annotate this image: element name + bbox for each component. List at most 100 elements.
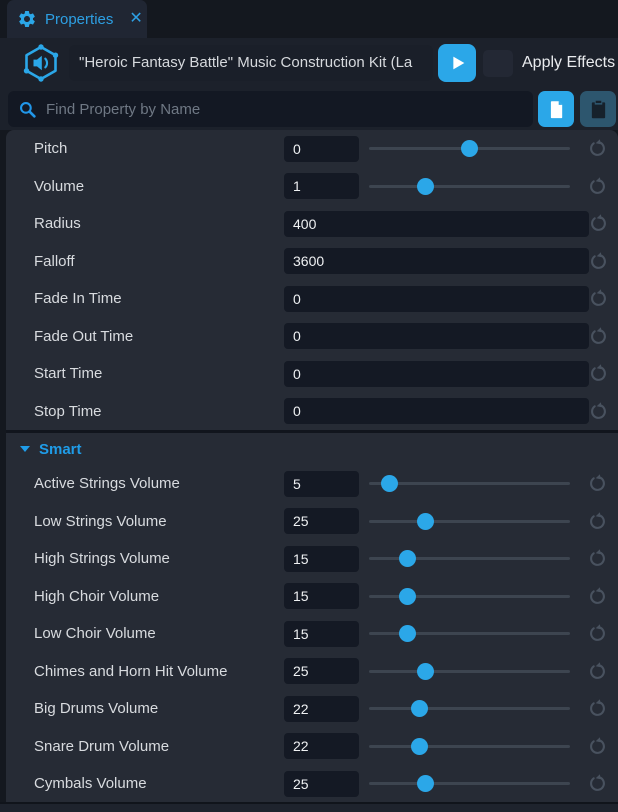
slider-track[interactable] [369, 184, 570, 188]
property-value-field[interactable]: 0 [284, 323, 589, 350]
reset-property-button[interactable] [589, 364, 608, 383]
property-slider[interactable] [369, 587, 570, 605]
slider-thumb[interactable] [398, 550, 416, 568]
reset-property-button[interactable] [588, 139, 607, 158]
property-row: Stop Time 0 [6, 393, 618, 431]
panel-bottom-edge [0, 802, 618, 812]
reset-property-button[interactable] [588, 774, 607, 793]
slider-thumb[interactable] [416, 662, 434, 680]
reset-property-button[interactable] [589, 289, 608, 308]
slider-track[interactable] [369, 519, 570, 523]
slider-track[interactable] [369, 744, 570, 748]
property-label: Active Strings Volume [34, 475, 180, 493]
slider-track[interactable] [369, 557, 570, 561]
property-slider[interactable] [369, 625, 570, 643]
section-divider [6, 430, 618, 433]
property-label: Start Time [34, 365, 103, 383]
property-value-field[interactable]: 1 [284, 173, 359, 200]
property-label: Snare Drum Volume [34, 737, 170, 755]
property-slider[interactable] [369, 700, 570, 718]
slider-track[interactable] [369, 632, 570, 636]
general-properties-group: Pitch 0 Volume 1 [6, 130, 618, 430]
search-field[interactable] [8, 91, 533, 127]
reset-property-button[interactable] [588, 549, 607, 568]
slider-thumb[interactable] [461, 140, 478, 158]
property-value-field[interactable]: 5 [284, 470, 359, 497]
reset-property-button[interactable] [588, 737, 607, 756]
slider-track[interactable] [369, 782, 570, 786]
property-value-field[interactable]: 25 [284, 770, 359, 797]
property-value-field[interactable]: 25 [284, 508, 359, 535]
property-value-field[interactable]: 25 [284, 658, 359, 685]
slider-thumb[interactable] [416, 512, 434, 530]
slider-thumb[interactable] [398, 587, 416, 605]
property-row: Radius 400 [6, 205, 618, 243]
property-value-field[interactable]: 0 [284, 360, 589, 387]
apply-effects-checkbox[interactable] [483, 49, 513, 77]
reset-property-button[interactable] [589, 402, 608, 421]
property-slider[interactable] [369, 550, 570, 568]
property-slider[interactable] [369, 737, 570, 755]
property-value-field[interactable]: 0 [284, 285, 589, 312]
search-input[interactable] [44, 99, 523, 119]
reset-property-button[interactable] [588, 177, 607, 196]
property-row: High Strings Volume 15 [6, 540, 618, 578]
property-value-field[interactable]: 15 [284, 545, 359, 572]
property-value-field[interactable]: 22 [284, 695, 359, 722]
reset-property-button[interactable] [589, 327, 608, 346]
property-slider[interactable] [369, 177, 570, 195]
property-value-field[interactable]: 400 [284, 210, 589, 237]
property-row: Chimes and Horn Hit Volume 25 [6, 653, 618, 691]
property-value-field[interactable]: 3600 [284, 248, 589, 275]
slider-track[interactable] [369, 707, 570, 711]
property-row: Low Strings Volume 25 [6, 503, 618, 541]
property-row: Volume 1 [6, 168, 618, 206]
property-slider[interactable] [369, 475, 570, 493]
object-name-field[interactable]: "Heroic Fantasy Battle" Music Constructi… [69, 45, 433, 81]
reset-property-button[interactable] [588, 699, 607, 718]
tab-bar: Properties ✕ [0, 0, 618, 38]
property-label: Chimes and Horn Hit Volume [34, 662, 228, 680]
property-label: High Choir Volume [34, 587, 160, 605]
property-value-field[interactable]: 15 [284, 583, 359, 610]
slider-thumb[interactable] [410, 737, 428, 755]
slider-thumb[interactable] [398, 625, 416, 643]
property-label: Fade In Time [34, 290, 122, 308]
property-slider[interactable] [369, 140, 570, 158]
reset-property-button[interactable] [588, 662, 607, 681]
slider-track[interactable] [369, 594, 570, 598]
search-icon [18, 100, 37, 119]
reset-property-button[interactable] [588, 474, 607, 493]
property-label: High Strings Volume [34, 550, 170, 568]
property-slider[interactable] [369, 662, 570, 680]
slider-track[interactable] [369, 669, 570, 673]
play-button[interactable] [438, 44, 476, 82]
reset-property-button[interactable] [588, 512, 607, 531]
tab-properties[interactable]: Properties ✕ [7, 0, 147, 38]
property-value-field[interactable]: 0 [284, 135, 359, 162]
reset-icon [588, 549, 607, 568]
reset-property-button[interactable] [589, 252, 608, 271]
reset-icon [588, 737, 607, 756]
reset-property-button[interactable] [588, 587, 607, 606]
copy-icon [546, 99, 567, 120]
slider-track[interactable] [369, 482, 570, 486]
slider-thumb[interactable] [380, 475, 398, 493]
reset-property-button[interactable] [589, 214, 608, 233]
property-slider[interactable] [369, 775, 570, 793]
reset-icon [589, 289, 608, 308]
paste-properties-button[interactable] [580, 91, 616, 127]
property-row: Low Choir Volume 15 [6, 615, 618, 653]
property-slider[interactable] [369, 512, 570, 530]
copy-properties-button[interactable] [538, 91, 574, 127]
section-header-smart[interactable]: Smart [6, 433, 618, 465]
property-row: Snare Drum Volume 22 [6, 728, 618, 766]
slider-thumb[interactable] [416, 775, 434, 793]
slider-thumb[interactable] [416, 177, 434, 195]
slider-thumb[interactable] [410, 700, 428, 718]
property-value-field[interactable]: 0 [284, 398, 589, 425]
reset-property-button[interactable] [588, 624, 607, 643]
close-icon[interactable]: ✕ [129, 10, 143, 27]
property-value-field[interactable]: 15 [284, 620, 359, 647]
property-value-field[interactable]: 22 [284, 733, 359, 760]
